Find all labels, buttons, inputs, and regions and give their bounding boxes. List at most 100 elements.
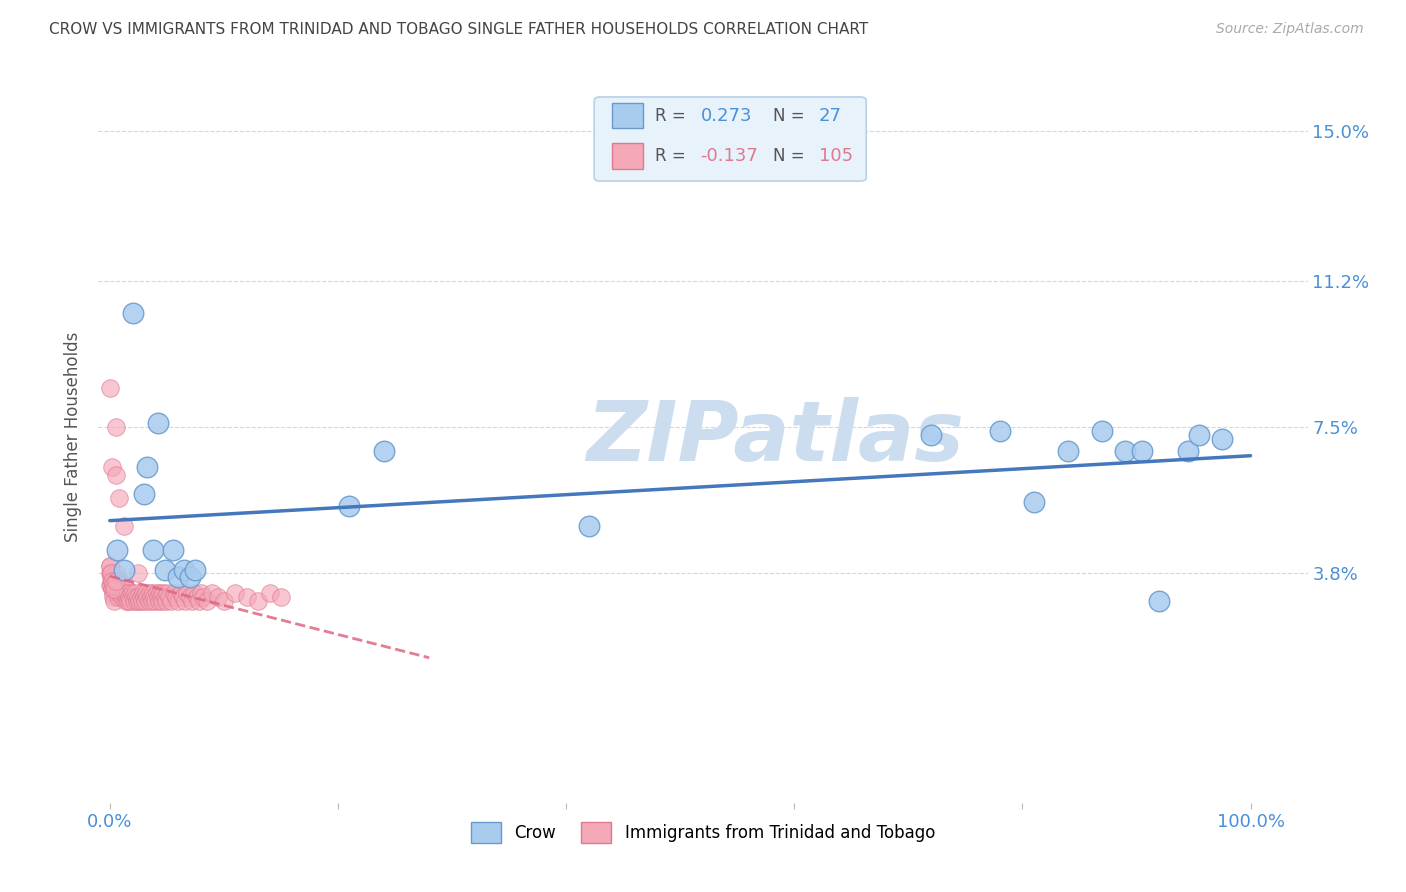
Point [134,594,156,608]
Point [183,586,205,600]
Point [121,591,143,605]
Point [174,594,197,608]
Point [145,586,167,600]
Point [104,582,127,597]
Point [146,591,169,605]
Point [127,594,149,608]
Point [138,594,160,608]
Point [132,591,155,605]
Point [173,562,195,576]
Point [143,591,166,605]
FancyBboxPatch shape [595,97,866,181]
Point [169,586,191,600]
Point [108,586,131,600]
Point [111,582,134,597]
Point [114,591,136,605]
Point [988,424,1011,438]
Point [122,594,145,608]
Point [142,542,165,557]
Point [105,586,128,600]
Point [270,591,292,605]
Point [132,487,155,501]
Point [104,467,127,482]
Point [121,305,143,319]
Point [115,591,138,605]
Point [179,591,201,605]
Point [146,416,169,430]
Point [105,578,128,592]
Point [125,591,148,605]
Text: R =: R = [655,107,690,125]
Point [136,459,159,474]
Point [98,558,121,573]
Point [152,586,174,600]
Point [114,594,136,608]
Point [337,500,360,514]
Legend: Crow, Immigrants from Trinidad and Tobago: Crow, Immigrants from Trinidad and Tobag… [464,815,942,849]
Point [114,586,136,600]
Point [127,566,149,581]
Point [1177,444,1199,458]
Bar [613,103,643,128]
Point [578,519,600,533]
Point [108,582,131,597]
Point [121,586,143,600]
Text: N =: N = [773,107,810,125]
Point [98,381,121,395]
Point [132,586,155,600]
Text: N =: N = [773,147,810,165]
Point [101,574,124,589]
Point [98,578,121,592]
Point [104,574,127,589]
Point [104,566,127,581]
Point [103,578,125,592]
Point [100,566,122,581]
Point [107,582,129,597]
Point [141,594,163,608]
Bar [613,143,643,169]
Point [101,574,124,589]
Point [110,586,132,600]
Point [101,582,124,597]
Point [117,586,139,600]
Point [112,586,135,600]
Text: 0.273: 0.273 [700,107,752,125]
Point [149,586,172,600]
Point [187,594,209,608]
Point [135,586,157,600]
Point [103,594,125,608]
Point [150,591,173,605]
Point [1057,444,1080,458]
Point [107,591,129,605]
Text: ZIPatlas: ZIPatlas [586,397,965,477]
Point [131,594,153,608]
Point [118,591,141,605]
Point [153,591,176,605]
Point [176,586,198,600]
Text: 105: 105 [820,147,853,165]
Point [104,420,127,434]
Point [167,594,190,608]
Point [145,594,167,608]
Point [184,562,207,576]
Point [193,591,215,605]
Text: 27: 27 [820,107,842,125]
Point [207,591,229,605]
Point [101,459,124,474]
Point [136,591,159,605]
Y-axis label: Single Father Households: Single Father Households [65,332,83,542]
Point [201,586,224,600]
Point [373,444,395,458]
Point [111,591,134,605]
Point [157,591,180,605]
Point [1211,432,1233,446]
Point [156,586,179,600]
Point [129,591,152,605]
Point [124,586,146,600]
Point [103,578,125,592]
Point [1149,594,1171,608]
Point [120,594,142,608]
Point [172,591,194,605]
Point [139,586,162,600]
Point [108,491,131,506]
